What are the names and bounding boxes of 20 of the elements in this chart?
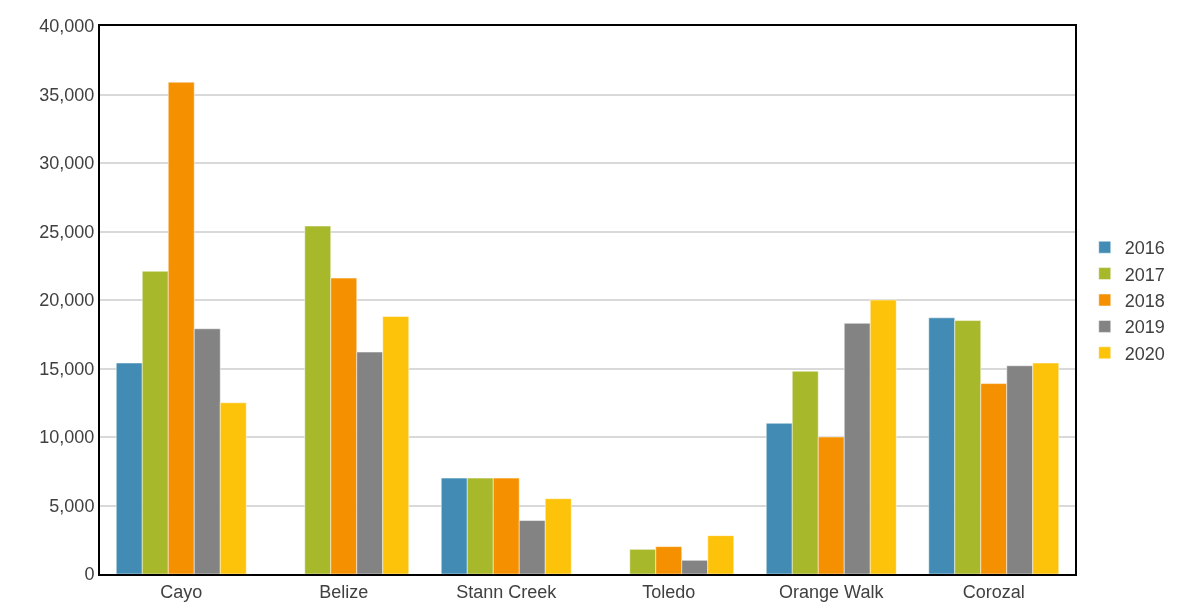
y-tick-label: 15,000 [39, 358, 95, 379]
x-tick-label: Stann Creek [456, 581, 558, 602]
y-tick-label: 0 [84, 564, 95, 585]
y-tick-label: 5,000 [49, 495, 95, 516]
y-tick-label: 10,000 [39, 427, 95, 448]
legend-label: 2016 [1124, 238, 1165, 259]
x-tick-label: Orange Walk [779, 581, 885, 602]
y-tick-label: 25,000 [39, 221, 95, 242]
x-tick-label: Toledo [642, 581, 696, 602]
y-tick-label: 30,000 [39, 153, 95, 174]
x-tick-label: Belize [319, 581, 369, 602]
legend-label: 2018 [1124, 291, 1165, 312]
legend-label: 2019 [1124, 317, 1165, 338]
x-tick-label: Cayo [160, 581, 203, 602]
legend-label: 2017 [1124, 264, 1165, 285]
y-tick-label: 40,000 [39, 16, 95, 37]
y-tick-label: 35,000 [39, 84, 95, 105]
x-tick-label: Corozal [962, 581, 1025, 602]
legend-label: 2020 [1124, 343, 1165, 364]
y-tick-label: 20,000 [39, 290, 95, 311]
